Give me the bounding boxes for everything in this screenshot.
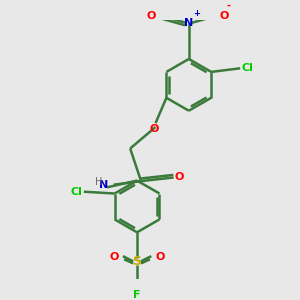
Text: S: S [133,255,142,268]
Text: H: H [94,177,102,187]
Text: N: N [184,18,194,28]
Text: O: O [147,11,156,20]
Text: +: + [193,9,200,18]
Text: Cl: Cl [242,63,254,73]
Text: Cl: Cl [71,187,82,197]
Text: O: O [219,11,229,20]
Text: N: N [99,180,108,190]
Text: O: O [175,172,184,182]
Text: F: F [133,290,141,300]
Text: -: - [227,0,231,10]
Text: O: O [150,124,159,134]
Text: O: O [110,252,119,262]
Text: O: O [155,252,164,262]
